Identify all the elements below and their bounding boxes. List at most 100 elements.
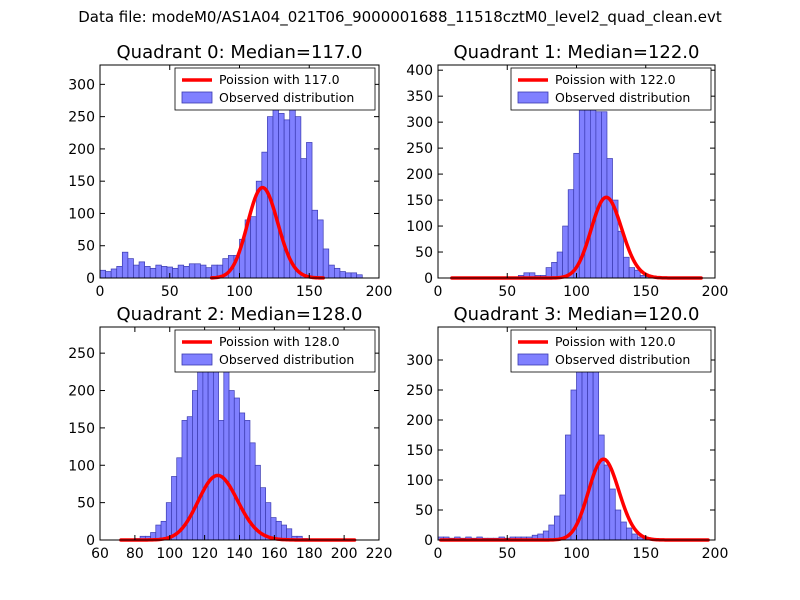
histogram-bar	[133, 264, 140, 279]
y-tick-label: 250	[68, 110, 95, 126]
legend-label-poisson: Poission with 117.0	[219, 72, 340, 87]
histogram-bar	[556, 251, 563, 279]
x-tick-label: 50	[498, 546, 516, 562]
y-tick-label: 150	[68, 174, 95, 190]
histogram-bar	[183, 266, 190, 279]
histogram-bar	[197, 360, 204, 541]
histogram-bar	[110, 268, 118, 279]
legend-bar-swatch	[181, 91, 213, 104]
histogram-bar	[559, 494, 566, 541]
histogram-bar	[551, 262, 558, 279]
histogram-bar	[350, 272, 358, 279]
histogram-bar	[155, 264, 162, 279]
legend-box	[510, 329, 712, 373]
y-tick-label: 50	[415, 245, 433, 261]
histogram-bar	[223, 364, 230, 541]
histogram-bar	[149, 267, 157, 279]
histogram-bar	[598, 434, 605, 541]
y-tick-label: 200	[406, 413, 433, 429]
legend-bar-swatch	[181, 353, 213, 366]
histogram-bar	[192, 390, 198, 541]
histogram-bar	[345, 272, 352, 279]
histogram-bar	[138, 261, 145, 279]
x-tick-label: 150	[632, 546, 659, 562]
histogram-bar	[278, 113, 285, 279]
legend: Poission with 122.0 Observed distribution	[510, 67, 712, 111]
y-tick-label: 50	[77, 496, 95, 512]
histogram-bar	[573, 152, 580, 279]
x-tick-label: 150	[632, 284, 659, 300]
histogram-bar	[601, 111, 608, 279]
y-tick-label: 150	[68, 421, 95, 437]
histogram-bar	[548, 524, 555, 541]
legend-bar-swatch	[517, 91, 549, 104]
x-tick-label: 220	[366, 546, 393, 562]
y-tick-label: 100	[406, 473, 433, 489]
y-tick-label: 300	[68, 77, 95, 93]
panel-title: Quadrant 2: Median=128.0	[117, 304, 363, 325]
histogram-bar	[322, 248, 330, 279]
legend: Poission with 128.0 Observed distribution	[174, 329, 376, 373]
histogram-bar	[623, 256, 630, 279]
quadrant-3-chart: 0 50 100 150 200 0 50 100 150 200 250 300 Quadrant 3…	[406, 304, 728, 562]
histogram-bar	[233, 397, 240, 541]
histogram-bar	[165, 502, 172, 541]
histogram-bar	[188, 263, 196, 279]
histogram-bar	[628, 267, 636, 279]
y-tick-label: 250	[68, 346, 95, 362]
histogram-bar	[161, 266, 168, 279]
x-tick-label: 160	[261, 546, 288, 562]
y-tick-label: 100	[68, 458, 95, 474]
x-tick-label: 100	[563, 546, 590, 562]
histogram-bar	[626, 527, 633, 541]
histogram-bar	[144, 266, 151, 279]
legend-label-observed: Observed distribution	[555, 90, 690, 105]
y-tick-label: 100	[68, 206, 95, 222]
x-tick-label: 100	[226, 284, 253, 300]
x-tick-label: 80	[126, 546, 144, 562]
y-tick-label: 350	[406, 89, 433, 105]
y-tick-label: 0	[424, 533, 433, 549]
histogram-bar	[177, 264, 185, 279]
x-tick-label: 60	[91, 546, 109, 562]
x-tick-label: 100	[156, 546, 183, 562]
legend-label-poisson: Poission with 120.0	[555, 334, 676, 349]
histogram-bar	[339, 271, 346, 279]
poisson-curve	[209, 185, 325, 280]
quadrant-1-chart: 0 50 100 150 200 0 50 100 150 200 250 300 350 400 Quad…	[406, 42, 728, 300]
y-tick-label: 200	[68, 384, 95, 400]
histogram-bar	[105, 271, 112, 279]
histogram-bar	[620, 521, 627, 541]
histogram-bar	[200, 264, 207, 279]
histogram-bar	[317, 219, 324, 279]
histogram-bar	[294, 116, 302, 279]
histogram-bar	[127, 258, 134, 279]
histogram-bar	[606, 158, 613, 279]
histogram-bar	[194, 263, 201, 279]
x-tick-label: 200	[331, 546, 358, 562]
x-tick-label: 50	[498, 284, 516, 300]
histogram-bar	[261, 151, 268, 279]
legend-label-observed: Observed distribution	[555, 352, 690, 367]
y-tick-label: 300	[406, 115, 433, 131]
histogram-bar	[250, 216, 257, 279]
x-tick-label: 180	[296, 546, 323, 562]
y-tick-label: 150	[406, 193, 433, 209]
histogram-bar	[228, 390, 235, 541]
y-tick-label: 0	[86, 271, 95, 287]
x-tick-label: 200	[702, 546, 729, 562]
y-tick-label: 100	[406, 219, 433, 235]
histogram-bar	[239, 412, 246, 541]
histogram-bar	[121, 251, 129, 279]
histogram-bar	[171, 476, 178, 541]
histogram-bar	[562, 225, 569, 279]
histogram-bar	[603, 464, 611, 541]
y-tick-label: 50	[415, 503, 433, 519]
y-tick-label: 250	[406, 383, 433, 399]
histogram-bar	[311, 209, 318, 279]
x-tick-label: 0	[96, 284, 105, 300]
x-tick-label: 0	[434, 546, 443, 562]
histogram-bar	[570, 389, 577, 541]
y-tick-label: 300	[406, 353, 433, 369]
